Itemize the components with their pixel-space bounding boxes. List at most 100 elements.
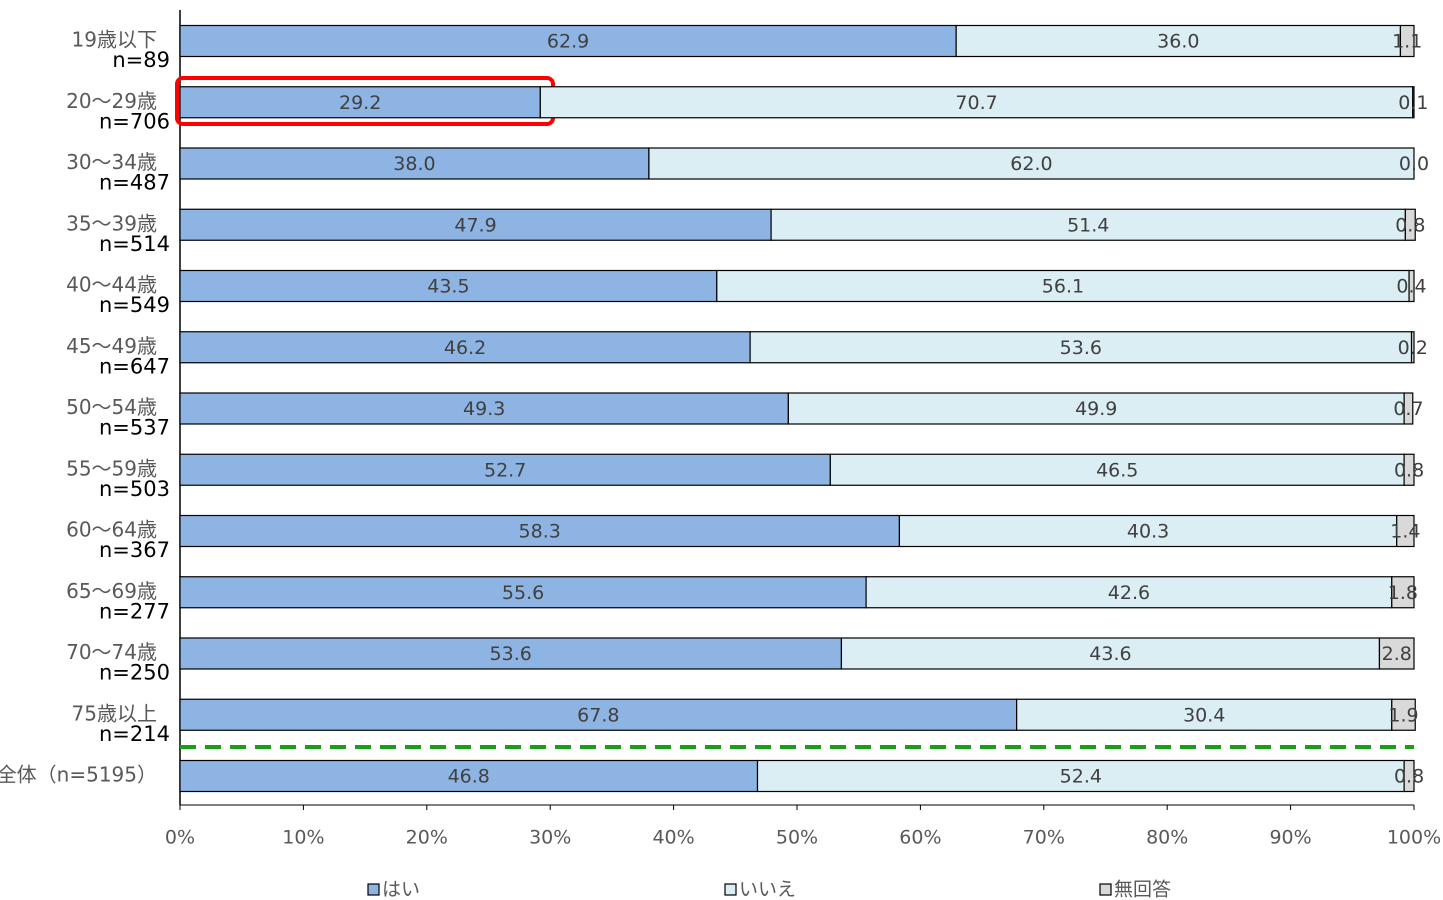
n-label: n=706 <box>99 109 170 133</box>
category-label: 35～39歳 <box>66 211 157 235</box>
data-label: 0.0 <box>1399 153 1429 175</box>
data-label: 56.1 <box>1042 276 1084 298</box>
bar-segment <box>1410 331 1415 364</box>
bar-segment <box>648 147 1415 180</box>
n-label: n=250 <box>99 661 170 685</box>
data-label: 43.5 <box>427 276 469 298</box>
legend-swatch <box>367 883 380 896</box>
bar-segment <box>179 392 789 425</box>
data-label: 1.8 <box>1388 582 1418 604</box>
data-label: 46.8 <box>448 766 490 788</box>
category-label: 40～44歳 <box>66 273 157 297</box>
data-label: 0.2 <box>1398 337 1428 359</box>
category-label: 55～59歳 <box>66 456 157 480</box>
category-label: 全体（n=5195） <box>0 763 157 787</box>
legend-label: 無回答 <box>1114 879 1171 900</box>
data-label: 29.2 <box>339 92 381 114</box>
bar-segment <box>179 208 772 241</box>
data-label: 55.6 <box>502 582 544 604</box>
data-label: 62.0 <box>1010 153 1052 175</box>
data-label: 0.1 <box>1398 92 1428 114</box>
x-tick-label: 30% <box>529 827 571 849</box>
bar-segment <box>865 576 1393 609</box>
data-label: 62.9 <box>547 31 589 53</box>
category-label: 50～54歳 <box>66 395 157 419</box>
bar-segment <box>1403 392 1414 425</box>
data-label: 1.9 <box>1388 704 1418 726</box>
category-label: 60～64歳 <box>66 518 157 542</box>
data-label: 49.9 <box>1075 398 1117 420</box>
legend-label: はい <box>382 879 420 900</box>
data-label: 67.8 <box>577 704 619 726</box>
x-tick-label: 50% <box>776 827 818 849</box>
bar-segment <box>539 86 1414 119</box>
bar-segment <box>179 453 831 486</box>
data-label: 53.6 <box>1060 337 1102 359</box>
legend-swatch <box>1099 883 1112 896</box>
data-label: 43.6 <box>1089 643 1131 665</box>
bar-segment <box>1403 453 1415 486</box>
bar-segment <box>787 392 1405 425</box>
data-label: 0.8 <box>1395 214 1425 236</box>
data-label: 47.9 <box>454 214 496 236</box>
bar-segment <box>179 86 541 119</box>
category-label: 19歳以下 <box>72 28 157 52</box>
n-label: n=549 <box>99 293 170 317</box>
bar-segment <box>1391 576 1415 609</box>
x-tick-label: 10% <box>282 827 324 849</box>
bar-segment <box>179 514 901 548</box>
data-label: 52.4 <box>1060 766 1102 788</box>
category-label: 75歳以上 <box>72 701 157 725</box>
data-label: 51.4 <box>1067 214 1109 236</box>
bar-segment <box>179 637 843 670</box>
data-label: 46.2 <box>444 337 486 359</box>
bar-segment <box>1408 269 1415 303</box>
data-label: 52.7 <box>484 459 526 481</box>
legend-swatch <box>724 883 737 896</box>
x-tick-label: 80% <box>1146 827 1188 849</box>
x-tick-label: 40% <box>652 827 694 849</box>
bar-segment <box>1412 86 1415 119</box>
data-label: 0.8 <box>1394 766 1424 788</box>
data-label: 0.4 <box>1396 276 1426 298</box>
bar-segment <box>1404 208 1416 241</box>
x-tick-label: 70% <box>1023 827 1065 849</box>
bar-segment <box>1391 698 1416 731</box>
n-label: n=503 <box>99 477 170 501</box>
n-label: n=277 <box>99 599 170 623</box>
legend-label: いいえ <box>739 879 796 900</box>
data-label: 36.0 <box>1157 31 1199 53</box>
data-label: 30.4 <box>1183 704 1225 726</box>
category-label: 20～29歳 <box>66 89 157 113</box>
x-tick-label: 90% <box>1269 827 1311 849</box>
n-label: n=214 <box>99 722 170 746</box>
n-label: n=647 <box>99 354 170 378</box>
bar-segment <box>1399 24 1415 58</box>
bar-segment <box>898 514 1398 548</box>
bar-segment <box>179 331 751 364</box>
bar-segment <box>1403 759 1415 793</box>
bar-segment <box>179 759 759 793</box>
data-label: 1.4 <box>1390 521 1420 543</box>
n-label: n=514 <box>99 232 170 256</box>
bar-segment <box>179 698 1018 731</box>
n-label: n=537 <box>99 416 170 440</box>
bar-segment <box>1396 514 1415 548</box>
data-label: 53.6 <box>490 643 532 665</box>
n-label: n=367 <box>99 538 170 562</box>
data-label: 46.5 <box>1096 459 1138 481</box>
data-label: 42.6 <box>1108 582 1150 604</box>
category-label: 45～49歳 <box>66 334 157 358</box>
data-label: 2.8 <box>1382 643 1412 665</box>
bar-segment <box>1378 637 1415 670</box>
x-tick-label: 0% <box>165 827 195 849</box>
x-tick-label: 60% <box>899 827 941 849</box>
category-label: 65～69歳 <box>66 579 157 603</box>
x-tick-label: 20% <box>406 827 448 849</box>
n-label: n=487 <box>99 171 170 195</box>
bar-segment <box>955 24 1402 58</box>
bar-segment <box>716 269 1410 303</box>
bar-segment <box>756 759 1405 793</box>
